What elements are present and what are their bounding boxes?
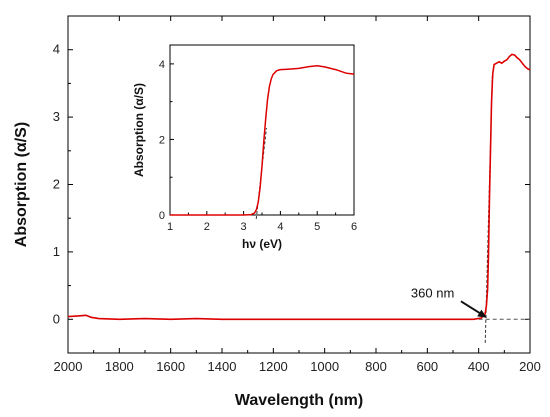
main-series-line [67,53,531,321]
main-x-tick-label: 200 [519,359,541,374]
annotation-label: 360 nm [411,285,454,300]
main-x-tick-label: 600 [416,359,438,374]
inset-y-axis-title: Absorption (α/S) [132,83,146,177]
inset-y-tick-label: 0 [159,210,165,222]
main-chart: 2000 1800 1600 1400 1200 1000 800 600 400 2000123… [13,15,541,409]
inset-axis-ticks: 1 2 3 4 5 6 0 2 4 [159,59,357,233]
main-x-axis-title: Wavelength (nm) [235,392,363,409]
inset-y-tick-label: 4 [159,59,165,71]
main-x-tick-label: 1200 [259,359,288,374]
main-y-tick-label: 1 [53,244,60,259]
inset-x-tick-label: 5 [314,221,320,233]
inset-x-tick-label: 4 [277,221,283,233]
main-y-axis-title: Absorption (α/S) [13,122,30,247]
inset-x-tick-label: 3 [241,221,247,233]
inset-y-tick-label: 2 [159,134,165,146]
main-x-tick-label: 1800 [105,359,134,374]
main-y-tick-label: 3 [53,109,60,124]
main-x-tick-label: 1600 [156,359,185,374]
main-x-tick-label: 1400 [208,359,237,374]
inset-chart: 1 2 3 4 5 6 0 2 4 hν (eV) Absorption (α/S) [132,44,357,251]
inset-series-line [170,65,355,216]
main-x-tick-label: 800 [365,359,387,374]
main-axis-ticks: 2000 1800 1600 1400 1200 1000 800 600 400 2000123… [53,15,541,374]
main-y-tick-label: 2 [53,177,60,192]
main-x-tick-label: 2000 [54,359,83,374]
inset-x-tick-label: 6 [351,221,357,233]
inset-x-tick-label: 1 [167,221,173,233]
main-x-tick-label: 1000 [310,359,339,374]
main-y-tick-label: 4 [53,42,60,57]
inset-x-axis-title: hν (eV) [242,237,282,251]
inset-plot-frame [169,44,355,216]
inset-x-tick-label: 2 [204,221,210,233]
annotation-arrow-head [477,309,487,318]
main-y-tick-label: 0 [53,311,60,326]
main-x-tick-label: 400 [468,359,490,374]
